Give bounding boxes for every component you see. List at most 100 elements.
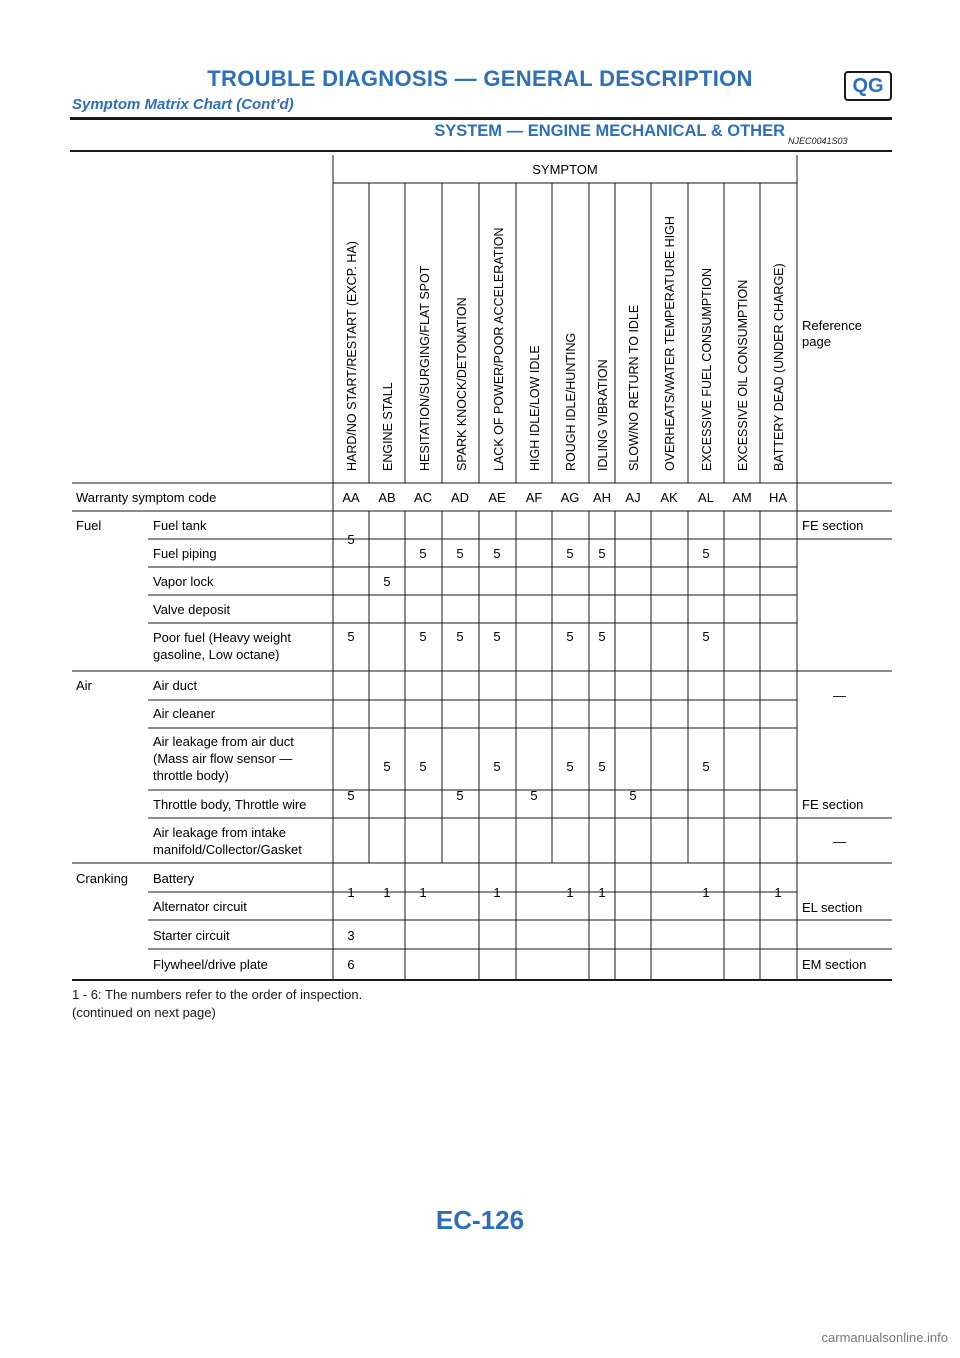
- item-label: Throttle body, Throttle wire: [153, 797, 306, 812]
- footnote-continued: (continued on next page): [72, 1005, 216, 1020]
- warranty-code: AB: [378, 490, 395, 505]
- item-labels: Fuel tank Fuel piping Vapor lock Valve d…: [153, 518, 306, 972]
- matrix-value: 5: [347, 788, 354, 803]
- item-label: Poor fuel (Heavy weight gasoline, Low oc…: [153, 630, 295, 662]
- matrix-value: 3: [347, 928, 354, 943]
- matrix-value: 5: [383, 759, 390, 774]
- reference-header-line-2: page: [802, 334, 831, 349]
- matrix-value: 5: [419, 629, 426, 644]
- item-label: Air cleaner: [153, 706, 216, 721]
- warranty-code-row: Warranty symptom code AA AB AC AD AE AF …: [76, 490, 787, 505]
- matrix-value: 5: [383, 574, 390, 589]
- section-rule: [70, 150, 892, 152]
- reference-value: —: [833, 834, 846, 849]
- item-label-line: Poor fuel (Heavy weight: [153, 630, 291, 645]
- matrix-value: 5: [493, 629, 500, 644]
- item-label-line: manifold/Collector/Gasket: [153, 842, 302, 857]
- item-label: Air leakage from air duct (Mass air flow…: [153, 734, 298, 783]
- matrix-value: 5: [566, 629, 573, 644]
- item-label: Vapor lock: [153, 574, 214, 589]
- warranty-code: AM: [732, 490, 752, 505]
- matrix-value: 1: [347, 885, 354, 900]
- matrix-value: 5: [493, 546, 500, 561]
- matrix-value: 5: [598, 546, 605, 561]
- matrix-value: 1: [702, 885, 709, 900]
- warranty-code: AL: [698, 490, 714, 505]
- warranty-label: Warranty symptom code: [76, 490, 216, 505]
- table-grid-lines: [72, 155, 892, 981]
- item-label: Air leakage from intake manifold/Collect…: [153, 825, 302, 857]
- matrix-value: 5: [456, 788, 463, 803]
- page-number: EC-126: [435, 1205, 525, 1235]
- reference-header-line-1: Reference: [802, 318, 862, 333]
- symptom-header: SYMPTOM: [532, 162, 598, 177]
- reference-column: FE section — FE section — EL section EM …: [802, 518, 866, 972]
- symptom-label: HESITATION/SURGING/FLAT SPOT: [418, 265, 432, 471]
- item-label: Alternator circuit: [153, 899, 247, 914]
- matrix-value: 5: [629, 788, 636, 803]
- matrix-value: 5: [702, 759, 709, 774]
- item-label-line: throttle body): [153, 768, 229, 783]
- item-label-line: Air leakage from intake: [153, 825, 286, 840]
- reference-page-header: Reference page: [802, 318, 866, 349]
- matrix-value: 5: [598, 759, 605, 774]
- symptom-label: IDLING VIBRATION: [596, 359, 610, 471]
- warranty-code: AC: [414, 490, 432, 505]
- reference-value: EL section: [802, 900, 862, 915]
- item-label: Valve deposit: [153, 602, 230, 617]
- matrix-value: 5: [530, 788, 537, 803]
- reference-value: —: [833, 688, 846, 703]
- matrix-value: 1: [419, 885, 426, 900]
- symptom-label: SPARK KNOCK/DETONATION: [455, 297, 469, 471]
- matrix-value: 5: [598, 629, 605, 644]
- group-label-cranking: Cranking: [76, 871, 128, 886]
- warranty-code: AF: [526, 490, 543, 505]
- warranty-code: AJ: [625, 490, 640, 505]
- section-title: SYSTEM — ENGINE MECHANICAL & OTHER: [434, 122, 785, 140]
- matrix-value: 5: [493, 759, 500, 774]
- matrix-value: 1: [383, 885, 390, 900]
- item-label: Fuel tank: [153, 518, 207, 533]
- warranty-code: AE: [488, 490, 506, 505]
- group-label-fuel: Fuel: [76, 518, 101, 533]
- item-label-line: gasoline, Low octane): [153, 647, 279, 662]
- matrix-value: 5: [347, 629, 354, 644]
- warranty-code: AH: [593, 490, 611, 505]
- matrix-value: 1: [774, 885, 781, 900]
- watermark: carmanualsonline.info: [821, 1330, 948, 1345]
- item-label: Flywheel/drive plate: [153, 957, 268, 972]
- section-code: NJEC0041S03: [788, 136, 848, 146]
- group-labels: Fuel Air Cranking: [76, 518, 128, 886]
- warranty-code: AG: [561, 490, 580, 505]
- warranty-code: AD: [451, 490, 469, 505]
- matrix-value: 1: [566, 885, 573, 900]
- matrix-value: 5: [456, 546, 463, 561]
- matrix-value: 5: [702, 546, 709, 561]
- matrix-value: 5: [566, 759, 573, 774]
- matrix-value: 5: [566, 546, 573, 561]
- footnote-order: 1 - 6: The numbers refer to the order of…: [72, 987, 363, 1002]
- page-header-subtitle: Symptom Matrix Chart (Cont’d): [72, 96, 294, 113]
- model-badge: QG: [844, 71, 892, 101]
- symptom-label: OVERHEATS/WATER TEMPERATURE HIGH: [663, 216, 677, 471]
- item-label-line: Air leakage from air duct: [153, 734, 294, 749]
- reference-value: FE section: [802, 797, 863, 812]
- matrix-value: 1: [493, 885, 500, 900]
- symptom-label: EXCESSIVE OIL CONSUMPTION: [736, 280, 750, 471]
- matrix-value: 1: [598, 885, 605, 900]
- item-label: Fuel piping: [153, 546, 217, 561]
- item-label-line: (Mass air flow sensor —: [153, 751, 292, 766]
- symptom-label: SLOW/NO RETURN TO IDLE: [627, 305, 641, 471]
- group-label-air: Air: [76, 678, 93, 693]
- symptom-label: BATTERY DEAD (UNDER CHARGE): [772, 263, 786, 471]
- matrix-value: 5: [347, 532, 354, 547]
- matrix-value: 5: [419, 759, 426, 774]
- item-label: Starter circuit: [153, 928, 230, 943]
- item-label: Air duct: [153, 678, 197, 693]
- warranty-code: AA: [342, 490, 360, 505]
- header-rule: [70, 117, 892, 120]
- page-header-title: TROUBLE DIAGNOSIS — GENERAL DESCRIPTION: [207, 66, 753, 91]
- symptom-column-labels: HARD/NO START/RESTART (EXCP. HA) ENGINE …: [345, 216, 786, 471]
- matrix-values: 5 5 5 5 5 5 5 5 5 5 5 5 5 5 5 5 5 5 5 5 …: [347, 532, 781, 972]
- symptom-label: ROUGH IDLE/HUNTING: [564, 333, 578, 471]
